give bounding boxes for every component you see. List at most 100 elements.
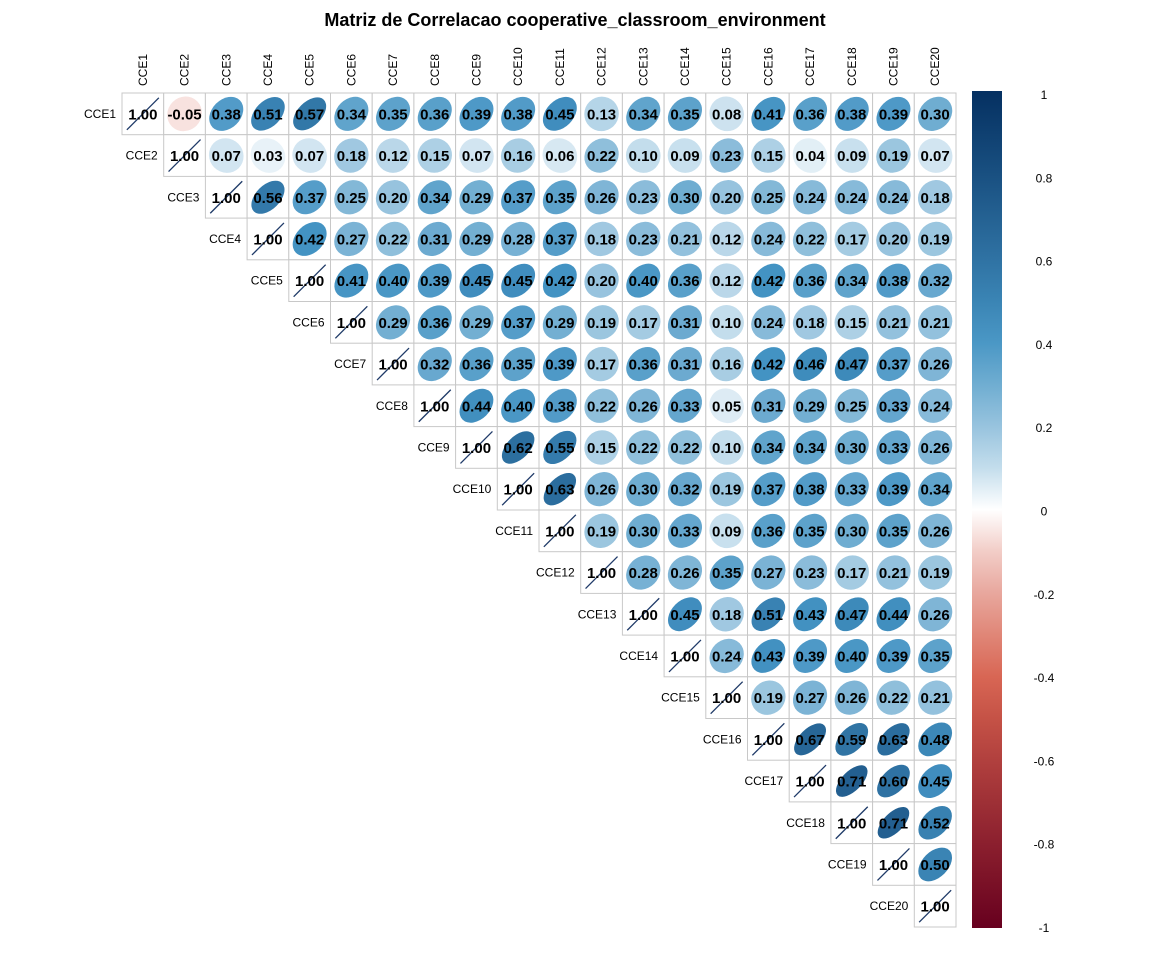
cell-value: 0.15	[754, 148, 783, 165]
cell-value: 0.17	[629, 315, 658, 332]
matrix-cell: 0.39	[788, 634, 832, 678]
matrix-cell: 0.22	[788, 217, 832, 261]
matrix-cell: 0.26	[580, 467, 623, 511]
cell-value: 0.08	[712, 106, 741, 123]
correlation-ellipse	[584, 430, 619, 465]
matrix-cell: 0.05	[705, 384, 748, 428]
cell-value: 0.19	[921, 565, 950, 582]
cell-value: 0.42	[754, 273, 783, 290]
cell-value: 0.71	[879, 815, 908, 832]
row-label: CCE12	[536, 566, 575, 580]
correlation-ellipse	[459, 221, 494, 257]
cell-value: 0.05	[712, 398, 741, 415]
correlation-ellipse	[500, 138, 536, 173]
cell-value: 0.25	[837, 398, 866, 415]
correlation-ellipse	[877, 723, 910, 756]
row-label: CCE2	[126, 149, 158, 163]
column-label: CCE14	[678, 47, 692, 86]
correlation-ellipse	[751, 388, 786, 423]
cell-value: 0.29	[378, 315, 407, 332]
matrix-cell: 0.38	[830, 92, 874, 136]
cell-value: 0.37	[879, 357, 908, 374]
row-label: CCE9	[418, 440, 450, 454]
correlation-ellipse	[751, 597, 786, 632]
matrix-cell: 0.36	[788, 259, 832, 302]
correlation-ellipse	[501, 305, 536, 340]
matrix-cell: 0.25	[330, 175, 373, 219]
cell-value: 1.00	[795, 774, 824, 791]
diagonal-ellipse	[918, 889, 952, 923]
correlation-ellipse	[542, 96, 577, 131]
correlation-ellipse	[417, 96, 452, 131]
matrix-cell: 0.35	[371, 92, 415, 136]
cell-value: 0.07	[295, 148, 324, 165]
matrix-cell: 0.62	[496, 426, 540, 469]
matrix-cell: 0.25	[747, 175, 790, 219]
cell-value: 0.23	[712, 148, 741, 165]
correlation-ellipse	[709, 180, 744, 215]
matrix-cell: 0.24	[788, 175, 832, 219]
matrix-cell: 0.23	[621, 217, 665, 261]
matrix-cell: 1.00	[204, 175, 248, 219]
cells-layer: 1.00 -0.05 0.38 0.51 0.57 0.34 0.35 0.36 0.39 0.3…	[121, 92, 957, 928]
matrix-cell: 0.24	[747, 301, 790, 344]
correlation-ellipse	[417, 180, 452, 215]
matrix-cell: 0.22	[580, 384, 623, 428]
correlation-ellipse	[543, 472, 577, 506]
diagonal-ellipse	[459, 430, 493, 464]
matrix-cell: 0.24	[747, 217, 790, 261]
matrix-cell: 0.43	[747, 634, 790, 678]
matrix-cell: 0.29	[788, 384, 832, 428]
column-label: CCE20	[928, 47, 942, 86]
matrix-cell: 0.39	[538, 342, 582, 386]
cell-value: 0.23	[629, 190, 658, 207]
cell-value: 0.24	[754, 231, 784, 248]
column-label: CCE19	[886, 47, 900, 86]
cell-value: 0.52	[921, 815, 950, 832]
diagonal-ellipse	[793, 764, 827, 798]
colorbar-tick-label: -0.8	[1034, 838, 1055, 852]
correlation-ellipse	[542, 138, 578, 173]
cell-value: 0.27	[337, 231, 366, 248]
cell-value: 0.21	[921, 315, 950, 332]
correlation-ellipse	[751, 221, 786, 257]
row-label: CCE1	[84, 107, 116, 121]
cell-value: 0.29	[462, 315, 491, 332]
correlation-ellipse	[667, 221, 703, 257]
matrix-cell: 0.36	[621, 342, 665, 386]
correlation-ellipse	[542, 263, 577, 298]
row-label: CCE20	[870, 899, 909, 913]
matrix-cell: 0.17	[830, 217, 874, 261]
cell-value: 0.31	[670, 357, 699, 374]
matrix-cell: 0.26	[663, 551, 707, 594]
matrix-cell: 0.20	[371, 175, 415, 219]
matrix-cell: 0.18	[788, 301, 832, 344]
diagonal-ellipse	[126, 97, 160, 131]
column-label: CCE10	[511, 47, 525, 86]
matrix-cell: 0.20	[705, 175, 748, 219]
matrix-cell: 1.00	[580, 551, 623, 594]
matrix-cell: 1.00	[288, 259, 331, 302]
matrix-cell: 0.63	[872, 718, 915, 761]
matrix-cell: 0.59	[830, 718, 874, 761]
matrix-cell: 1.00	[330, 301, 373, 344]
correlation-ellipse	[751, 680, 786, 715]
cell-value: 0.44	[462, 398, 492, 415]
column-label: CCE8	[428, 54, 442, 86]
correlation-ellipse	[626, 555, 661, 590]
cell-value: 0.22	[587, 398, 616, 415]
matrix-cell: 0.33	[663, 384, 707, 428]
correlation-ellipse	[709, 513, 744, 549]
correlation-ellipse	[584, 305, 619, 340]
correlation-ellipse	[876, 472, 911, 507]
correlation-ellipse	[709, 96, 744, 132]
matrix-cell: 0.22	[371, 217, 415, 261]
matrix-cell: 0.30	[830, 426, 874, 469]
correlation-ellipse	[208, 138, 244, 173]
cell-value: 0.37	[295, 190, 324, 207]
correlation-ellipse	[876, 221, 911, 257]
matrix-cell: 0.33	[663, 509, 707, 553]
diagonal-ellipse	[501, 472, 535, 506]
row-label: CCE6	[292, 315, 324, 329]
correlation-ellipse	[834, 221, 869, 257]
